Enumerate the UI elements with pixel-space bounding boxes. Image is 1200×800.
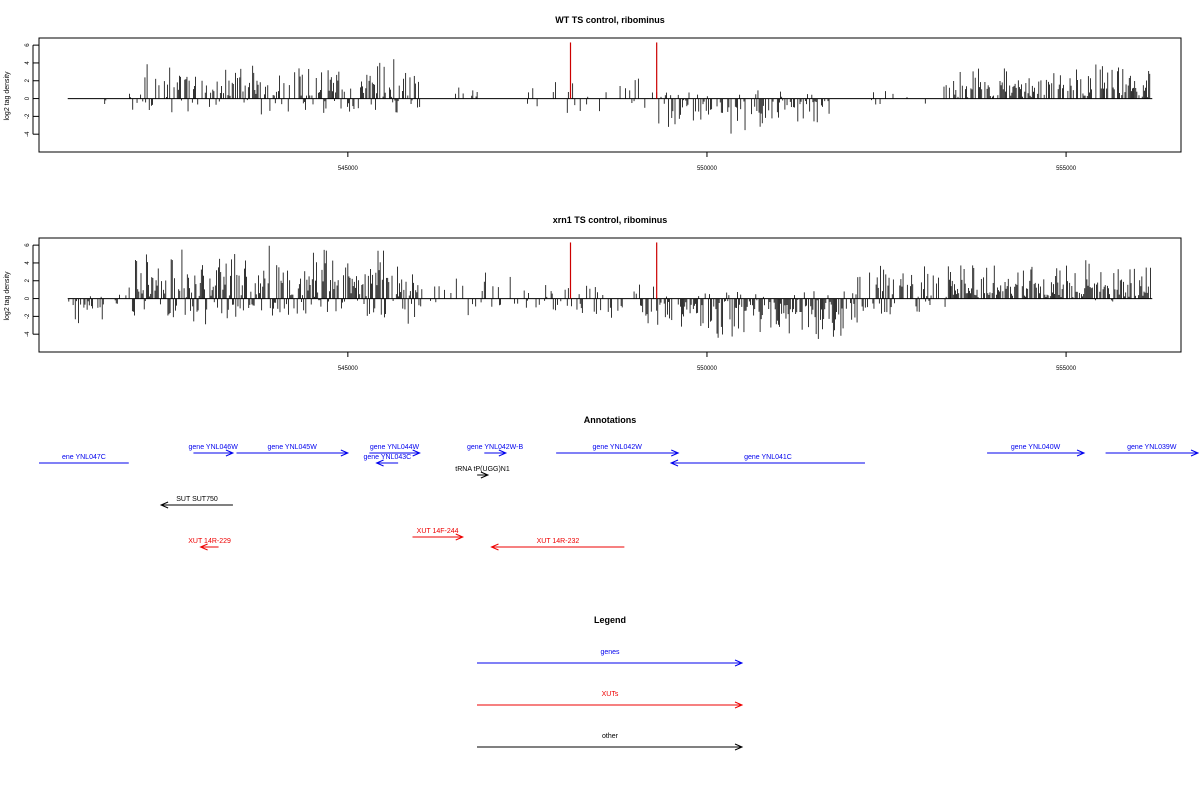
annotation-label-xut-14r-232: XUT 14R-232	[537, 538, 580, 545]
wt-y-axis: 6 4 2 0 -2 -4	[25, 43, 39, 137]
xrn1-y-tick-label: -4	[25, 331, 31, 337]
wt-y-tick-label: 4	[25, 61, 31, 65]
xrn1-panel: xrn1 TS control, ribominus log2 tag dens…	[4, 215, 1182, 372]
legend-arrow-other	[477, 743, 744, 751]
annotation-arrow-trna-tp-ugg-n1	[477, 471, 490, 479]
annotation-label-xut-14f-244: XUT 14F-244	[417, 528, 459, 535]
annotation-label-ene-ynl047c: ene YNL047C	[62, 454, 106, 461]
annotation-label-gene-ynl046w: gene YNL046W	[189, 444, 239, 451]
xrn1-y-axis-label: log2 tag density	[4, 271, 11, 321]
xrn1-x-tick-label: 550000	[697, 366, 718, 372]
annotations-title: Annotations	[584, 415, 637, 425]
xrn1-panel-title: xrn1 TS control, ribominus	[553, 215, 668, 225]
legend-label-gene: genes	[600, 649, 620, 656]
annotation-items: ene YNL047C gene YNL046W gene YNL045W gene …	[39, 444, 1200, 551]
wt-x-tick-label: 555000	[1056, 166, 1077, 172]
annotation-arrow-xut-14r-232	[490, 543, 625, 551]
xrn1-y-tick-label: 6	[25, 243, 31, 247]
legend: Legend genes XUTs other	[477, 615, 744, 751]
wt-plot-frame	[38, 37, 1182, 153]
wt-y-axis-label: log2 tag density	[4, 71, 11, 121]
annotations-track: Annotations ene YNL047C gene YNL046W gene …	[39, 415, 1200, 551]
xrn1-y-axis: 6 4 2 0 -2 -4	[25, 243, 39, 337]
wt-x-tick-label: 545000	[338, 166, 359, 172]
annotation-label-gene-ynl045w: gene YNL045W	[268, 444, 318, 451]
legend-arrow-gene	[477, 659, 744, 667]
annotation-label-xut-14r-229: XUT 14R-229	[188, 538, 231, 545]
xrn1-x-axis: 545000 550000 555000	[338, 352, 1077, 372]
annotation-arrow-gene-ynl042w	[556, 449, 680, 457]
annotation-label-gene-ynl041c: gene YNL041C	[744, 454, 792, 461]
legend-label-xut: XUTs	[602, 691, 619, 698]
annotation-arrow-gene-ynl045w	[236, 449, 350, 457]
xrn1-x-tick-label: 555000	[1056, 366, 1077, 372]
annotation-arrow-xut-14f-244	[412, 533, 465, 541]
annotation-arrow-gene-ynl040w	[987, 449, 1086, 457]
legend-label-other: other	[602, 733, 619, 740]
xrn1-y-tick-label: 4	[25, 261, 31, 265]
wt-x-tick-label: 550000	[697, 166, 718, 172]
legend-title: Legend	[594, 615, 626, 625]
annotation-label-gene-ynl042w-b: gene YNL042W-B	[467, 444, 523, 451]
annotation-arrow-sut-sut750	[159, 501, 233, 509]
annotation-arrow-gene-ynl041c	[669, 459, 865, 467]
xrn1-y-tick-label: 0	[25, 296, 31, 300]
annotation-label-gene-ynl042w: gene YNL042W	[593, 444, 643, 451]
annotation-label-sut-sut750: SUT SUT750	[176, 496, 218, 503]
legend-items: genes XUTs other	[477, 649, 744, 751]
annotation-arrow-gene-ynl042w-b	[484, 449, 508, 457]
annotation-arrow-gene-ynl046w	[193, 449, 235, 457]
annotation-label-gene-ynl040w: gene YNL040W	[1011, 444, 1061, 451]
annotation-arrow-xut-14r-229	[199, 543, 219, 551]
wt-bars	[67, 42, 1153, 134]
annotation-arrow-gene-ynl039w	[1105, 449, 1200, 457]
wt-y-tick-label: -4	[25, 131, 31, 137]
wt-y-tick-label: -2	[25, 113, 31, 119]
wt-y-tick-label: 6	[25, 43, 31, 47]
xrn1-bars	[67, 242, 1153, 339]
wt-y-tick-label: 2	[25, 78, 31, 82]
wt-panel: WT TS control, ribominus log2 tag densit…	[4, 15, 1182, 172]
xrn1-y-tick-label: 2	[25, 278, 31, 282]
annotation-label-trna-tp-ugg-n1: tRNA tP(UGG)N1	[455, 466, 510, 473]
xrn1-plot-frame	[38, 237, 1182, 353]
annotation-label-gene-ynl039w: gene YNL039W	[1127, 444, 1177, 451]
legend-arrow-xut	[477, 701, 744, 709]
annotation-label-gene-ynl044w: gene YNL044W	[370, 444, 420, 451]
wt-y-tick-label: 0	[25, 96, 31, 100]
wt-panel-title: WT TS control, ribominus	[555, 15, 665, 25]
xrn1-x-tick-label: 545000	[338, 366, 359, 372]
xrn1-y-tick-label: -2	[25, 313, 31, 319]
annotation-arrow-gene-ynl044w	[369, 449, 421, 457]
annotation-label-gene-ynl043c: gene YNL043C	[363, 454, 411, 461]
annotation-arrow-gene-ynl043c	[375, 459, 399, 467]
wt-x-axis: 545000 550000 555000	[338, 152, 1077, 172]
